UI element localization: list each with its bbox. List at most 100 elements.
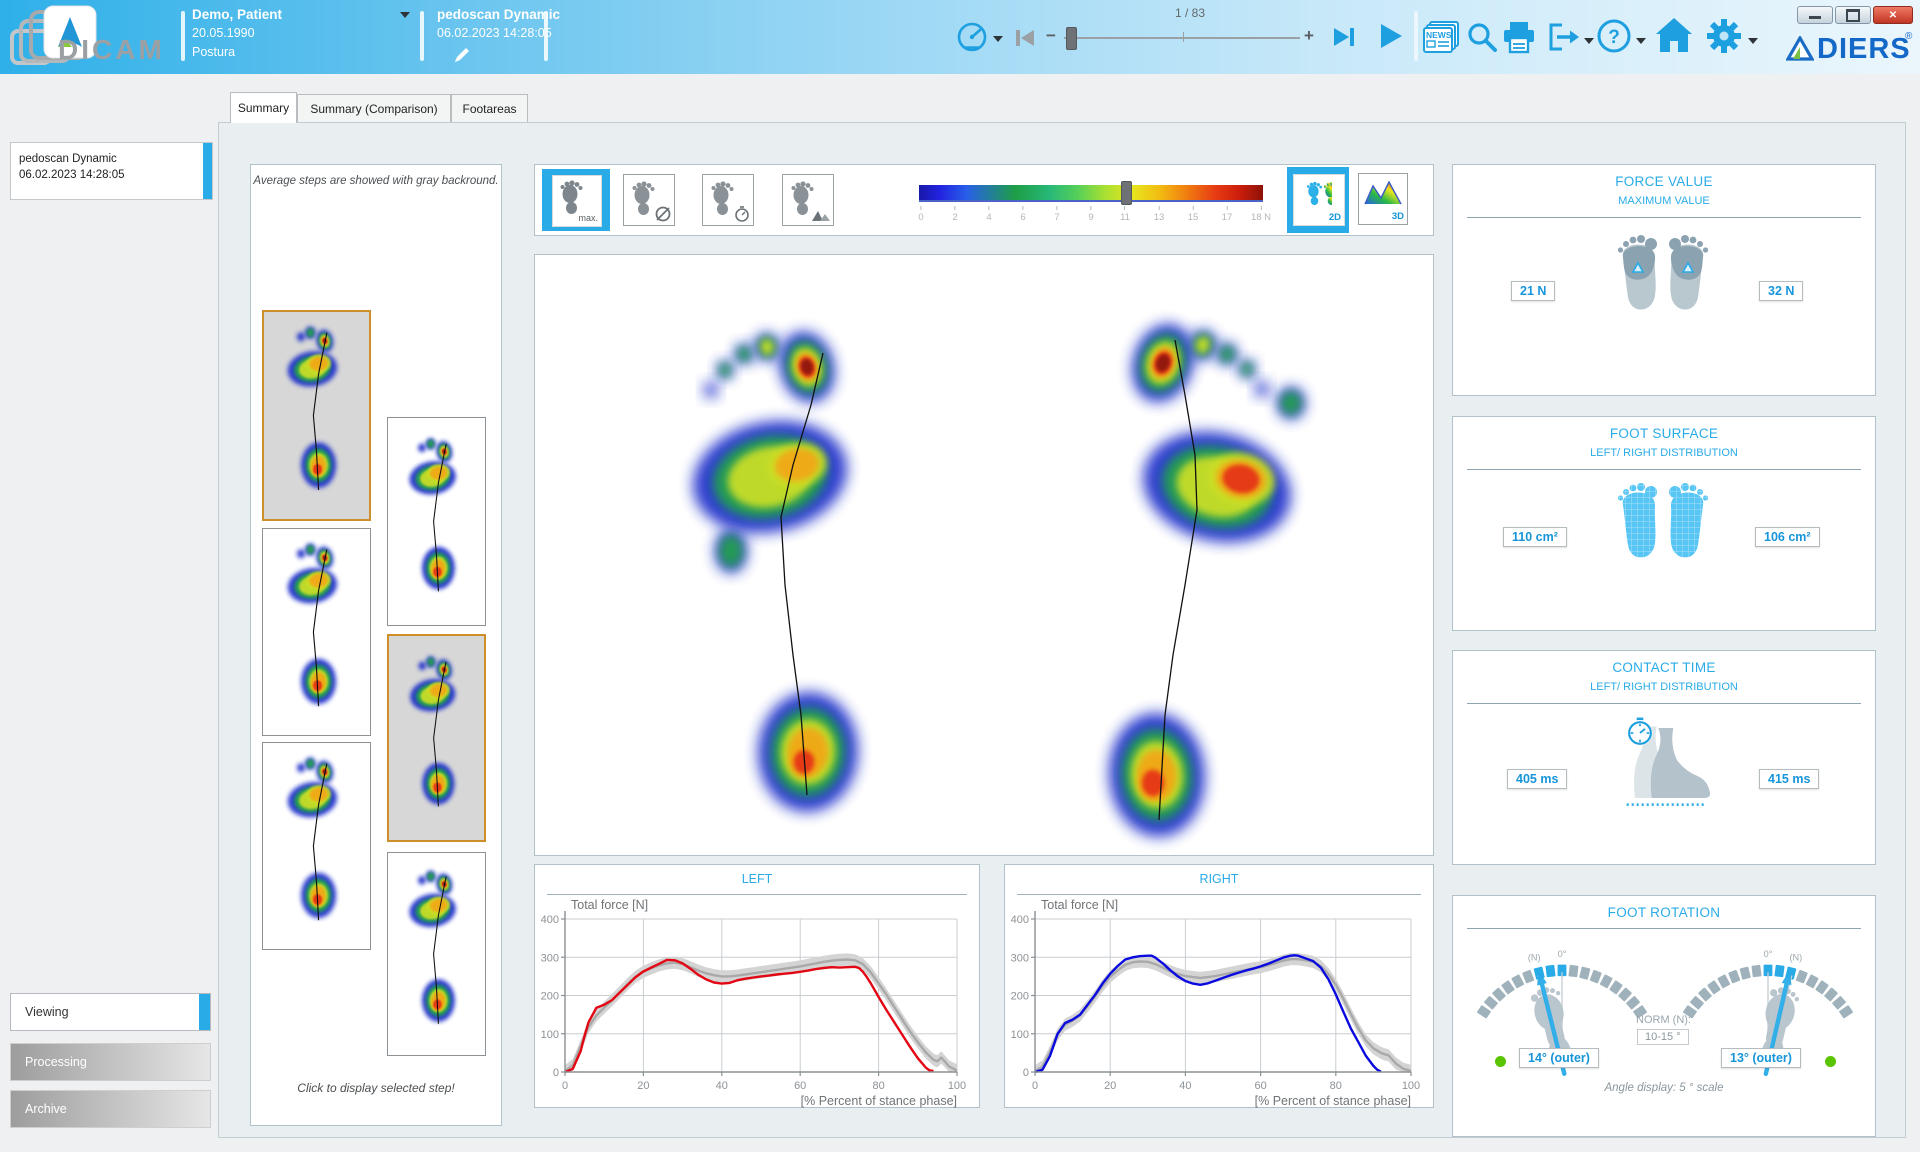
patient-category: Postura [192, 45, 236, 59]
svg-text:(N): (N) [1790, 953, 1803, 963]
settings-gear-icon[interactable] [1706, 18, 1742, 54]
maximize-button[interactable] [1835, 6, 1871, 24]
norm-label: NORM (N): [1636, 1014, 1691, 1026]
step-thumbnail[interactable] [387, 417, 486, 626]
sidebar-session-subtitle: 06.02.2023 14:28:05 [19, 169, 125, 181]
frame-plus-button[interactable]: + [1304, 26, 1314, 45]
search-icon[interactable] [1466, 21, 1498, 55]
svg-text:Total force [N]: Total force [N] [571, 898, 648, 912]
sidebar-item-processing[interactable]: Processing [10, 1043, 211, 1081]
step-thumbnail[interactable] [387, 852, 486, 1056]
patient-dropdown-caret[interactable] [400, 12, 410, 18]
footprint-icon [709, 180, 735, 216]
svg-text:300: 300 [1011, 952, 1029, 964]
export-dropdown-caret[interactable] [1584, 38, 1594, 44]
max-pressure-button[interactable]: max. [542, 169, 610, 231]
sidebar-item-viewing[interactable]: Viewing [10, 993, 211, 1031]
svg-text:0°: 0° [1558, 949, 1567, 959]
tab-summary-comparison[interactable]: Summary (Comparison) [297, 94, 451, 123]
tab-summary[interactable]: Summary [230, 92, 297, 123]
tab-footareas[interactable]: Footareas [451, 94, 528, 123]
svg-text:0: 0 [553, 1067, 559, 1079]
rotation-gauge-left: 0° (N) [1477, 949, 1647, 1076]
skip-end-icon[interactable] [1332, 26, 1356, 48]
svg-text:80: 80 [1330, 1080, 1342, 1092]
svg-text:200: 200 [1011, 991, 1029, 1003]
svg-text:0: 0 [1032, 1080, 1038, 1092]
header-bar: DICAM Demo, Patient 20.05.1990 Postura p… [0, 0, 1920, 74]
svg-text:Total force [N]: Total force [N] [1041, 898, 1118, 912]
rotation-right-value: 13° (outer) [1721, 1048, 1801, 1068]
header-separator [420, 11, 424, 61]
patient-name: Demo, Patient [192, 7, 283, 22]
pressure-color-scale[interactable] [919, 185, 1263, 202]
frame-minus-button[interactable]: − [1046, 26, 1056, 45]
speed-icon[interactable] [955, 20, 991, 54]
footprint-icon [558, 179, 584, 215]
svg-text:100: 100 [1402, 1080, 1420, 1092]
view-3d-button[interactable]: 3D [1358, 173, 1408, 225]
step-thumbnail-selected[interactable] [387, 634, 486, 842]
help-icon[interactable]: ? [1596, 18, 1632, 54]
step-thumbnail[interactable] [262, 742, 371, 950]
svg-text:?: ? [1608, 27, 1620, 48]
svg-text:20: 20 [1104, 1080, 1116, 1092]
settings-dropdown-caret[interactable] [1748, 38, 1758, 44]
frame-slider-track[interactable] [1064, 37, 1300, 39]
surface-left-value: 110 cm² [1503, 527, 1567, 547]
speed-dropdown-caret[interactable] [993, 36, 1003, 42]
export-icon[interactable] [1548, 22, 1580, 52]
sidebar-session-title: pedoscan Dynamic [19, 153, 117, 165]
contact-time-view-button[interactable] [702, 174, 754, 226]
scale-tick-label: 9 [1088, 206, 1094, 223]
steps-bottom-note: Click to display selected step! [297, 1081, 455, 1095]
status-ok-dot-right [1825, 1056, 1836, 1067]
header-separator [544, 11, 548, 61]
svg-text:0: 0 [1023, 1067, 1029, 1079]
svg-text:300: 300 [541, 952, 559, 964]
color-scale-slider[interactable] [1120, 181, 1132, 205]
svg-text:20: 20 [637, 1080, 649, 1092]
norm-value: 10-15 ° [1637, 1029, 1689, 1045]
pressure-profile-button[interactable] [782, 174, 834, 226]
print-icon[interactable] [1502, 21, 1536, 55]
sidebar-session-item[interactable]: pedoscan Dynamic 06.02.2023 14:28:05 [10, 142, 213, 200]
home-icon[interactable] [1655, 17, 1693, 53]
svg-text:40: 40 [716, 1080, 728, 1092]
edit-pencil-icon[interactable] [452, 45, 472, 65]
contact-time-icon [1626, 717, 1711, 806]
active-indicator [199, 994, 210, 1030]
svg-text:60: 60 [1254, 1080, 1266, 1092]
force-value-title: FORCE VALUE [1615, 174, 1713, 189]
scale-tick-label: 7 [1054, 206, 1060, 223]
play-button[interactable] [1378, 22, 1404, 50]
scale-tick-label: 4 [986, 206, 992, 223]
force-value-panel: FORCE VALUE MAXIMUM VALUE 21 N 32 N [1452, 164, 1876, 396]
sidebar-item-archive[interactable]: Archive [10, 1090, 211, 1128]
feet-2d-icon [1298, 177, 1332, 211]
surface-right-value: 106 cm² [1755, 527, 1820, 547]
nav-label: Processing [25, 1055, 87, 1069]
step-thumbnail[interactable] [262, 528, 371, 736]
divider [1017, 894, 1421, 895]
scale-tick-label: 0 [918, 206, 924, 223]
scale-tick-label: 2 [952, 206, 958, 223]
view-2d-button[interactable]: 2D [1287, 167, 1349, 233]
step-thumbnail-selected[interactable] [262, 310, 371, 521]
active-indicator [203, 143, 212, 199]
close-button[interactable]: ✕ [1873, 6, 1913, 24]
skip-start-icon[interactable] [1014, 28, 1036, 48]
scale-tick-label: 15 [1188, 206, 1198, 223]
news-icon[interactable]: NEWS [1422, 20, 1462, 56]
angle-scale-note: Angle display: 5 ° scale [1604, 1082, 1724, 1094]
dicam-logo-icon [10, 5, 97, 65]
nav-label: Viewing [25, 1005, 69, 1019]
view-2d-label: 2D [1328, 212, 1341, 223]
minimize-button[interactable] [1797, 6, 1833, 24]
svg-text:400: 400 [541, 914, 559, 926]
hide-footprint-button[interactable] [623, 174, 675, 226]
frame-slider-tick [1183, 32, 1184, 42]
help-dropdown-caret[interactable] [1636, 38, 1646, 44]
frame-slider-handle[interactable] [1066, 27, 1077, 50]
status-ok-dot-left [1495, 1056, 1506, 1067]
